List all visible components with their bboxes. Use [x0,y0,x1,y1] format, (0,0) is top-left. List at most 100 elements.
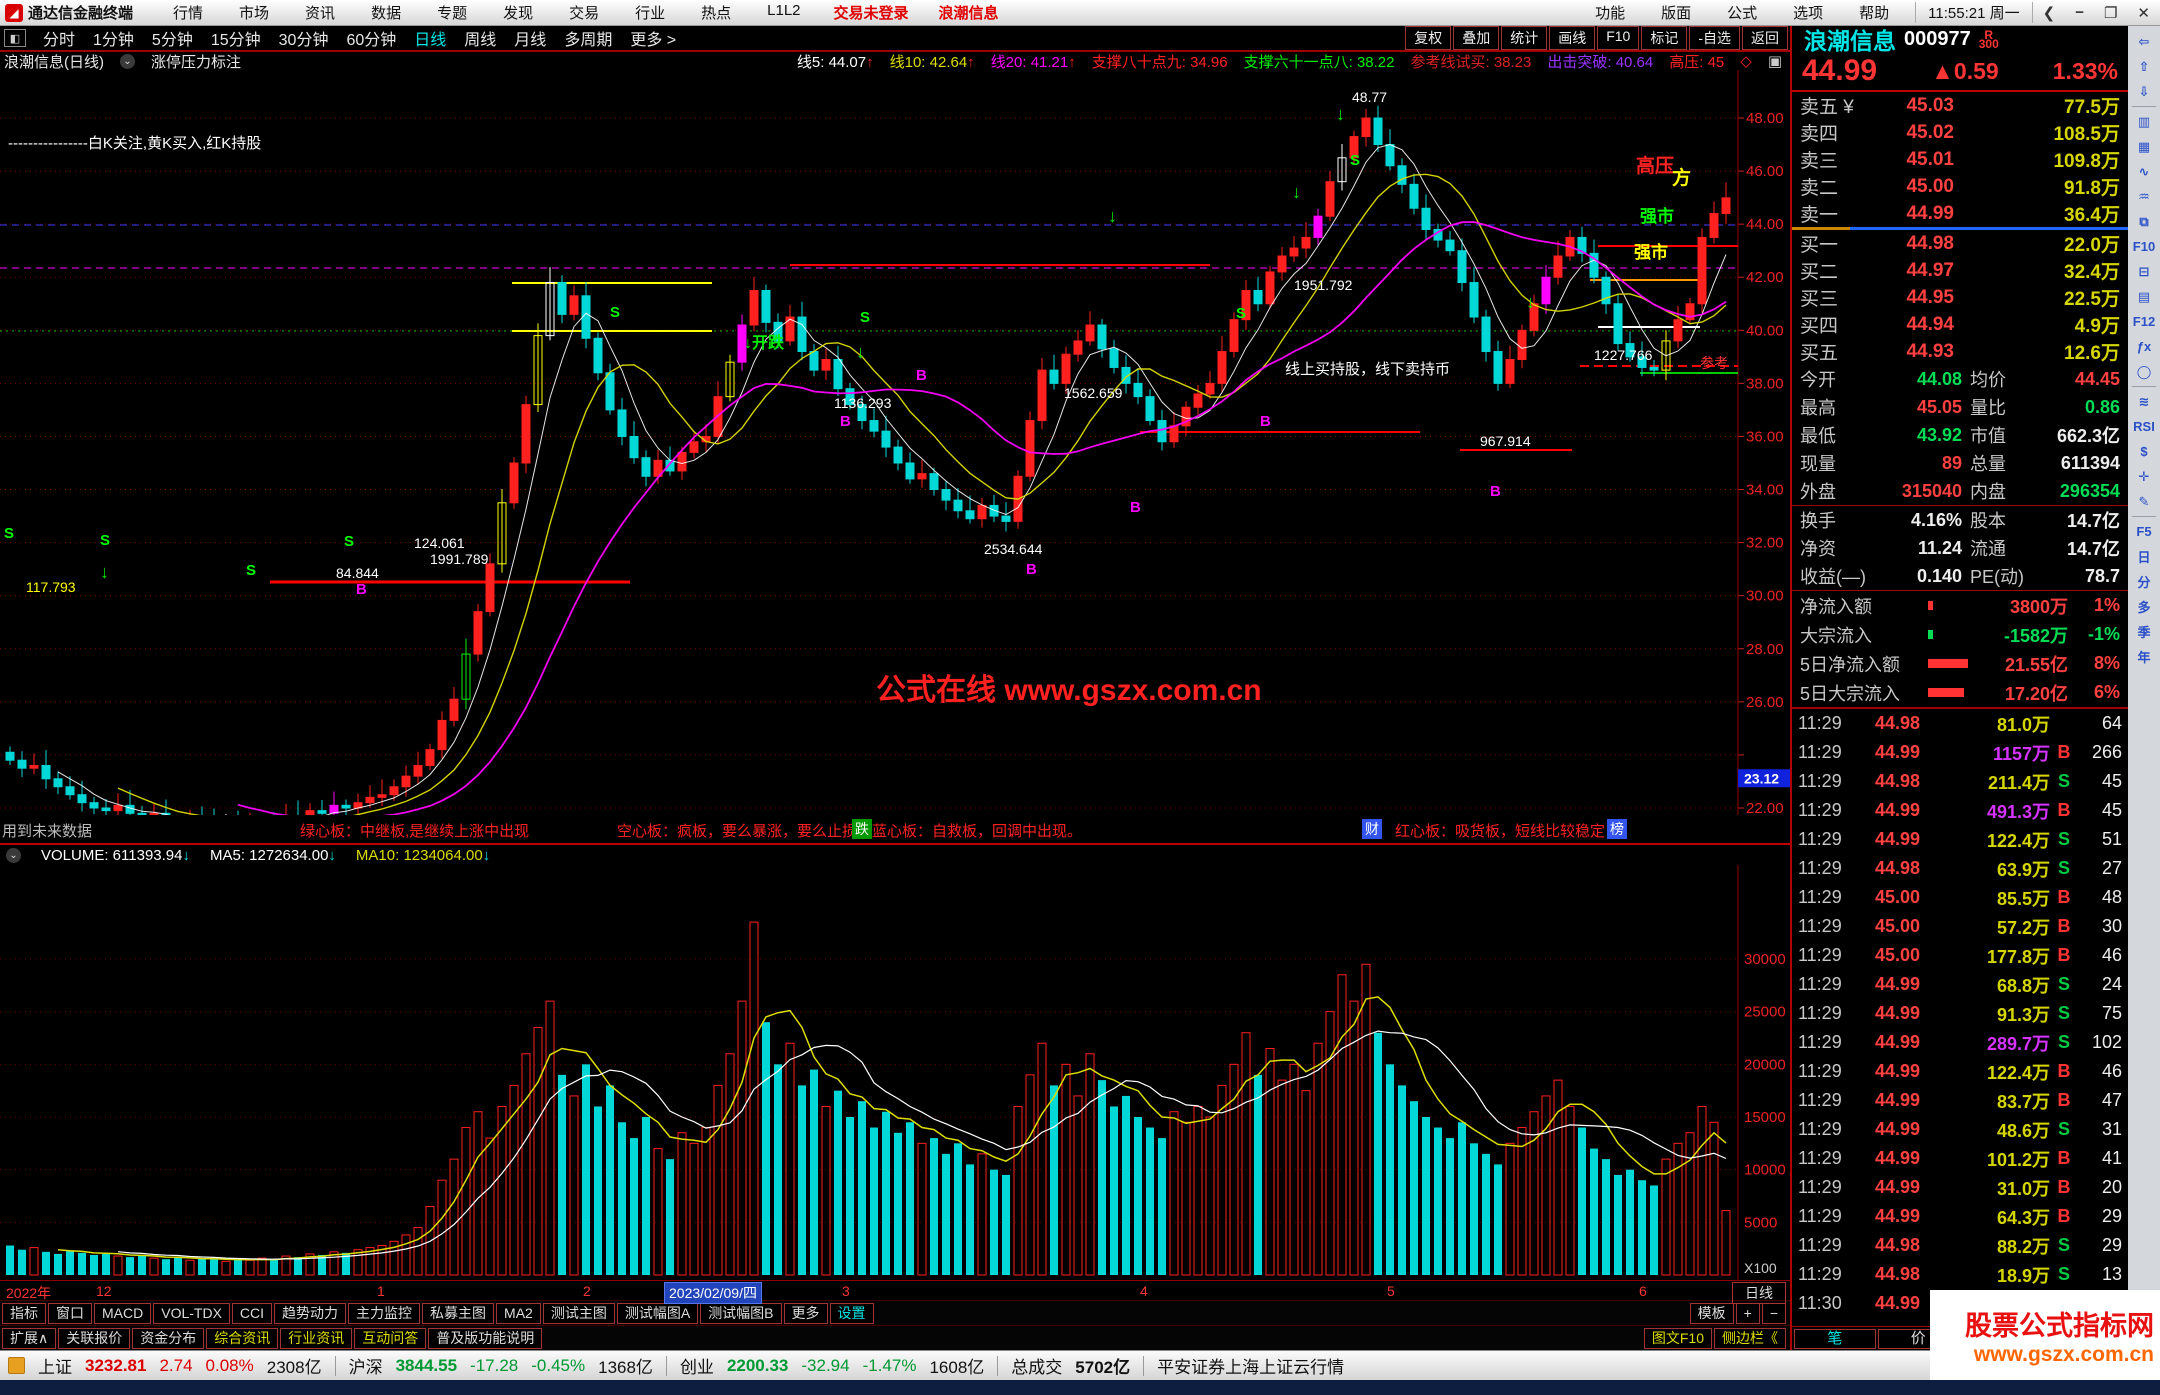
formula-icon[interactable]: ƒx [2136,339,2152,354]
kline-icon[interactable]: ♒ [2138,188,2150,204]
menu-item[interactable]: 资讯 [305,5,336,22]
tick-list[interactable]: 11:29 44.98 81.0万 64 11:29 44.99 1157万 B 266 11:2… [1792,708,2128,1326]
timeframe-tab[interactable]: 月线 [514,32,547,49]
timeframe-tab[interactable]: 日线 [414,32,447,49]
menu-alert[interactable]: 交易未登录 [833,5,909,22]
menu-item[interactable]: 发现 [503,5,534,22]
timeframe-tab[interactable]: 周线 [464,32,497,49]
minute-icon[interactable]: 分 [2137,575,2151,590]
panel-toggle-button[interactable]: 侧边栏《 [1714,1327,1786,1349]
indicator-tab[interactable]: 指标 [2,1302,46,1324]
indicator-tab[interactable]: 测试幅图A [616,1302,699,1324]
menu-item[interactable]: 行业 [635,5,666,22]
panel-toggle-button[interactable]: 图文F10 [1643,1327,1712,1349]
chart-tool-button[interactable]: 标记 [1641,26,1688,50]
bid-row[interactable]: 买四 44.94 4.9万 [1792,311,2128,338]
move-icon[interactable]: ✛ [2138,468,2150,484]
extension-tab[interactable]: 综合资讯 [206,1327,279,1349]
multi-icon[interactable]: 多 [2137,600,2151,615]
timeframe-tab[interactable]: 60分钟 [346,32,397,49]
tick-row[interactable]: 11:29 44.99 91.3万 S 75 [1792,999,2128,1028]
timeframe-tab[interactable]: 更多 > [630,32,677,49]
extension-tab[interactable]: 扩展∧ [2,1327,57,1349]
tick-row[interactable]: 11:29 44.98 211.4万 S 45 [1792,767,2128,796]
extension-tab[interactable]: 互动问答 [354,1327,427,1349]
ask-row[interactable]: 卖三 45.01 109.8万 [1792,146,2128,173]
menu-alert[interactable]: 浪潮信息 [938,5,999,22]
indicator-tab[interactable]: MACD [94,1302,152,1324]
extension-tab[interactable]: 资金分布 [132,1327,205,1349]
doc-icon[interactable]: ▤ [2137,288,2151,304]
tick-row[interactable]: 11:29 44.99 83.7万 B 47 [1792,1086,2128,1115]
volume-chart[interactable]: 5000 10000 15000 20000 25000 30000 X100 [0,865,1790,1280]
window-control-button[interactable]: ❐ [2103,4,2118,22]
indicator-tab[interactable]: 更多 [783,1302,828,1324]
chart-tool-button[interactable]: -自选 [1689,26,1740,50]
menu-item[interactable]: 行情 [173,5,204,22]
up-icon[interactable]: ⇧ [2138,58,2150,74]
timeframe-tab[interactable]: 1分钟 [93,32,134,49]
menu-item[interactable]: 专题 [437,5,468,22]
ask-row[interactable]: 卖五 ¥ 45.03 77.5万 [1792,92,2128,119]
tick-row[interactable]: 11:29 44.98 88.2万 S 29 [1792,1231,2128,1260]
timeframe-tab[interactable]: 5分钟 [151,32,193,49]
tick-row[interactable]: 11:29 44.99 1157万 B 266 [1792,738,2128,767]
tick-tab[interactable]: 笔 [1794,1328,1876,1349]
layout-toggle-icon[interactable]: ◧ [4,29,26,47]
menu-item[interactable]: 版面 [1661,5,1692,22]
menu-item[interactable]: 数据 [371,5,402,22]
menu-item[interactable]: L1L2 [767,2,801,19]
quarter-icon[interactable]: 季 [2137,625,2151,640]
f10-icon[interactable]: F10 [2132,239,2156,254]
tick-row[interactable]: 11:29 45.00 85.5万 B 48 [1792,883,2128,912]
indicator-tab[interactable]: MA2 [496,1302,541,1324]
chart-tool-button[interactable]: 叠加 [1453,26,1500,50]
indicator-tab[interactable]: 主力监控 [348,1302,421,1324]
tick-row[interactable]: 11:29 44.99 289.7万 S 102 [1792,1028,2128,1057]
day-icon[interactable]: 日 [2137,550,2151,565]
tick-row[interactable]: 11:29 44.98 63.9万 S 27 [1792,854,2128,883]
status-icon[interactable] [8,1357,25,1374]
chart-tool-button[interactable]: 统计 [1501,26,1548,50]
period-label[interactable]: 日线 [1732,1282,1786,1304]
f5-icon[interactable]: F5 [2136,524,2152,539]
indicator-tab[interactable]: 设置 [829,1302,874,1324]
template-button[interactable]: 模板 [1689,1302,1734,1324]
timeframe-tab[interactable]: 30分钟 [278,32,329,49]
chart-tool-button[interactable]: 复权 [1405,26,1452,50]
time-axis-highlight[interactable]: 2023/02/09/四 [664,1282,762,1304]
window-control-button[interactable]: ✕ [2137,4,2150,22]
template-button[interactable]: − [1761,1302,1786,1324]
bid-row[interactable]: 买五 44.93 12.6万 [1792,338,2128,365]
indicator-tab[interactable]: CCI [231,1302,273,1324]
ask-row[interactable]: 卖四 45.02 108.5万 [1792,119,2128,146]
tick-row[interactable]: 11:29 44.98 18.9万 S 13 [1792,1260,2128,1289]
indicator-tab[interactable]: 趋势动力 [274,1302,347,1324]
tick-row[interactable]: 11:29 44.99 491.3万 B 45 [1792,796,2128,825]
bid-row[interactable]: 买一 44.98 22.0万 [1792,230,2128,257]
quotes-icon[interactable]: ▦ [2137,138,2151,154]
year-icon[interactable]: 年 [2137,650,2151,665]
menu-item[interactable]: 帮助 [1859,5,1890,22]
money-icon[interactable]: $ [2140,444,2148,459]
indicator-tab[interactable]: 测试幅图B [700,1302,782,1324]
indicator-tab[interactable]: 窗口 [48,1302,92,1324]
indicator-tab[interactable]: 私募主图 [422,1302,495,1324]
indicator-tab[interactable]: VOL-TDX [153,1302,230,1324]
trend-icon[interactable]: ∿ [2138,163,2150,179]
back-icon[interactable]: ⇦ [2138,33,2150,49]
template-button[interactable]: + [1735,1302,1760,1324]
curves-icon[interactable]: ≋ [2138,393,2150,409]
menu-item[interactable]: 热点 [701,5,732,22]
window-control-button[interactable]: − [2075,3,2084,21]
window-control-button[interactable]: ❮ [2042,4,2056,22]
timeframe-tab[interactable]: 15分钟 [210,32,261,49]
indicator-tab[interactable]: 测试主图 [542,1302,615,1324]
menu-item[interactable]: 交易 [569,5,600,22]
menu-item[interactable]: 市场 [239,5,270,22]
timeframe-tab[interactable]: 分时 [43,32,76,49]
tick-row[interactable]: 11:29 45.00 177.8万 B 46 [1792,941,2128,970]
collapse-icon[interactable]: ⌄ [120,53,135,69]
extension-tab[interactable]: 行业资讯 [280,1327,353,1349]
tick-row[interactable]: 11:29 45.00 57.2万 B 30 [1792,912,2128,941]
